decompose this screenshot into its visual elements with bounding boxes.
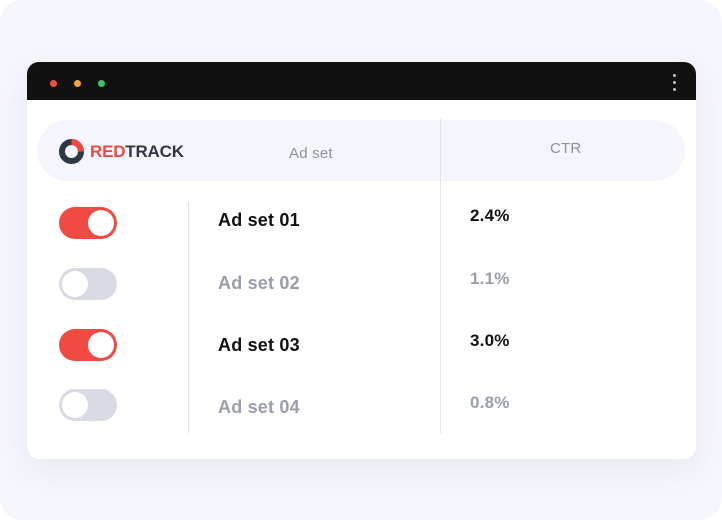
toggle-knob xyxy=(88,210,114,236)
ctr-value: 1.1% xyxy=(470,269,510,288)
ad-set-name: Ad set 04 xyxy=(218,397,300,417)
ctr-value: 3.0% xyxy=(470,331,510,350)
toggle-knob xyxy=(88,332,114,358)
logo-text-dark: TRACK xyxy=(125,141,184,161)
toggle-knob xyxy=(62,392,88,418)
ctr-value: 2.4% xyxy=(470,206,510,225)
window-titlebar xyxy=(27,62,696,100)
ad-set-name: Ad set 01 xyxy=(218,210,300,230)
close-dot-icon[interactable] xyxy=(50,80,57,87)
ad-set-toggle[interactable] xyxy=(59,389,117,421)
browser-window: REDTRACK Ad set CTR Ad set 01 2.4% Ad se… xyxy=(27,62,696,459)
ad-set-toggle[interactable] xyxy=(59,268,117,300)
logo-mark-icon xyxy=(59,138,84,164)
logo-text-red: RED xyxy=(90,141,126,161)
column-header-ad-set[interactable]: Ad set xyxy=(289,145,333,162)
kebab-menu-icon[interactable] xyxy=(667,72,683,92)
ad-set-name: Ad set 02 xyxy=(218,273,300,293)
column-divider xyxy=(440,119,441,433)
ad-set-name: Ad set 03 xyxy=(218,335,300,355)
maximize-dot-icon[interactable] xyxy=(98,80,105,87)
minimize-dot-icon[interactable] xyxy=(74,80,81,87)
toggle-column-divider xyxy=(188,202,189,433)
toggle-knob xyxy=(62,271,88,297)
ad-set-toggle[interactable] xyxy=(59,207,117,239)
ad-set-toggle[interactable] xyxy=(59,329,117,361)
column-header-ctr[interactable]: CTR xyxy=(550,140,582,157)
table-header: REDTRACK Ad set CTR xyxy=(37,120,685,181)
ctr-value: 0.8% xyxy=(470,393,510,412)
redtrack-logo: REDTRACK xyxy=(58,137,184,165)
